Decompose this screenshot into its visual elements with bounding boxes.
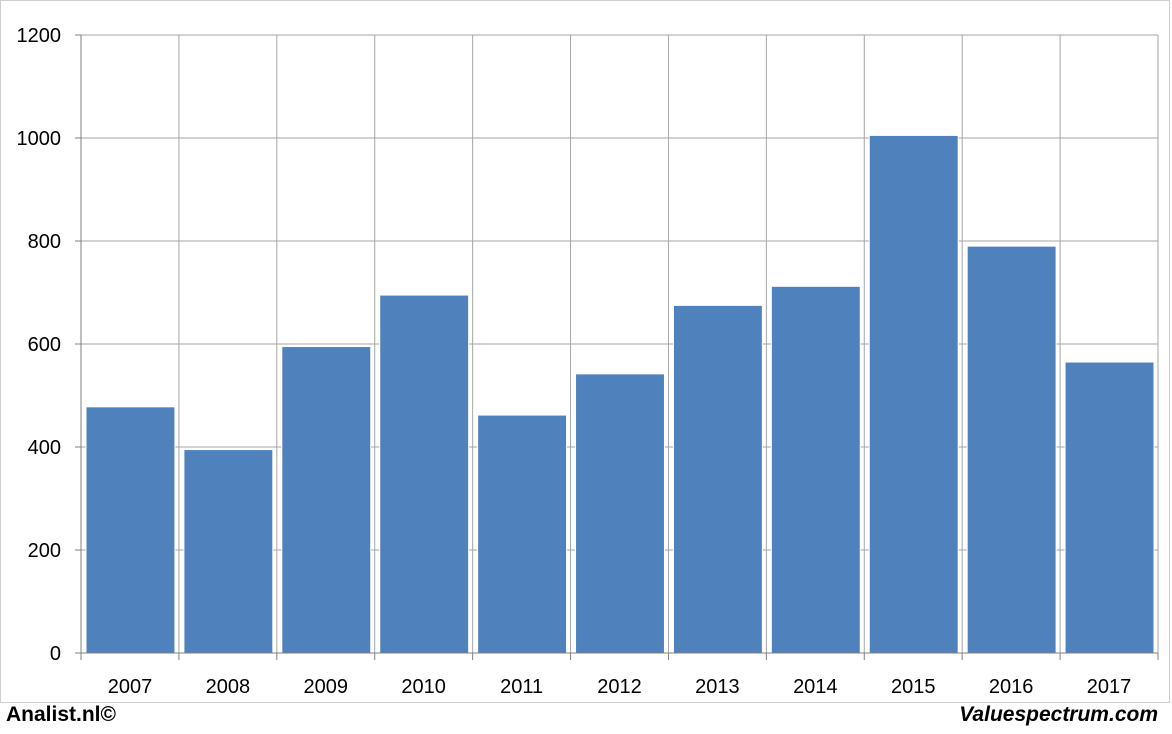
axes [75,34,1159,660]
bar-2017 [1064,361,1155,654]
bar-2012 [575,373,665,654]
footer-source-right: Valuespectrum.com [959,703,1158,726]
bar-2013 [672,304,763,654]
grid-lines [80,34,1159,653]
chart-frame: 0 200 400 600 800 1000 1200 2007 2008 2009 2010 20… [0,0,1170,703]
y-tick-label: 600 [28,334,61,356]
x-tick-label: 2010 [401,676,446,698]
x-tick-label: 2007 [108,676,153,698]
x-tick-label: 2015 [891,676,936,698]
x-tick-label: 2014 [793,676,838,698]
y-tick-label: 800 [28,231,61,253]
x-tick-label: 2008 [206,676,251,698]
y-tick-label: 200 [28,540,61,562]
x-tick-label: 2016 [989,676,1034,698]
bar-2008 [183,449,274,654]
x-tick-label: 2009 [304,676,349,698]
y-tick-labels: 0 200 400 600 800 1000 1200 [17,25,62,665]
x-tick-labels: 2007 2008 2009 2010 2011 2012 2013 2014 2015 2016… [108,676,1132,698]
bars [85,134,1155,654]
x-tick-label: 2013 [695,676,740,698]
footer-source-left: Analist.nl© [6,703,116,726]
bar-2016 [966,245,1057,654]
y-tick-label: 400 [28,437,61,459]
bar-2014 [770,285,861,654]
bar-2007 [85,406,176,654]
x-tick-label: 2017 [1087,676,1132,698]
bar-2010 [379,294,470,654]
bar-2015 [868,134,959,654]
bar-2009 [281,346,372,654]
x-tick-label: 2011 [500,676,543,698]
x-tick-label: 2012 [597,676,642,698]
y-tick-label: 0 [50,643,61,665]
y-tick-label: 1000 [17,128,62,150]
bar-2011 [477,414,568,654]
y-tick-label: 1200 [17,25,62,47]
